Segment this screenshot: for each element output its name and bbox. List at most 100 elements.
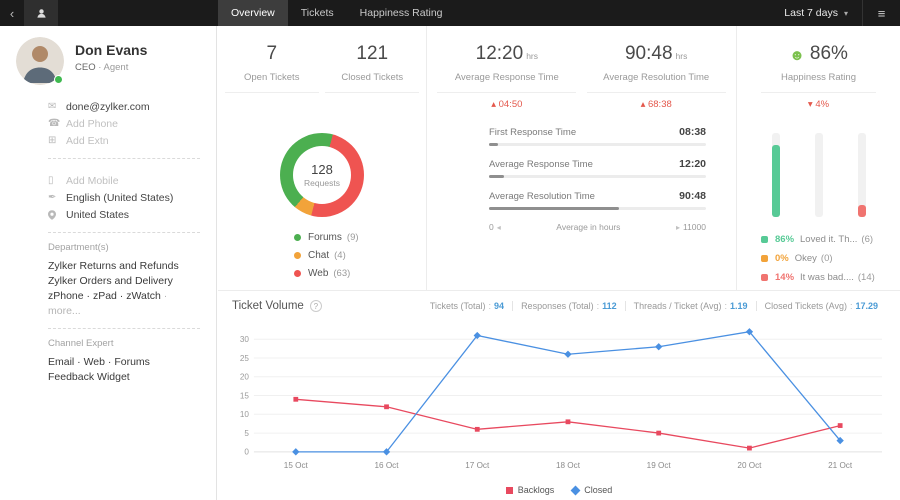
requests-label: Requests [304,178,340,188]
progress-track [489,207,706,210]
legend-item-bad: 14% It was bad.... (14) [761,272,900,283]
svg-text:5: 5 [244,429,249,438]
happiness-stat: ☻ 86% Happiness Rating ▾ 4% [761,43,876,120]
tab-happiness-rating[interactable]: Happiness Rating [359,7,443,19]
avg-resolution-delta: ▴ 68:38 [640,99,672,110]
progress-fill [489,143,498,146]
avg-response-delta: ▴ 04:50 [491,99,523,110]
agent-name: Don Evans [75,42,148,58]
threads-per-ticket-stat[interactable]: Threads / Ticket (Avg):1.19 [624,301,756,311]
department-item: Zylker Returns and Refunds [48,260,179,272]
ticket-volume-section: Ticket Volume ? Tickets (Total):94 Respo… [218,290,900,500]
more-link[interactable]: · more... [48,290,168,317]
tab-tickets[interactable]: Tickets [300,7,334,19]
ticket-volume-title: Ticket Volume [232,300,304,312]
avg-resolution-stat: 90:48 hrs Average Resolution Time ▴ 68:38 [586,43,726,120]
envelope-icon: ✉ [48,101,57,112]
legend-item-web: Web (63) [294,268,426,279]
tickets-total-stat[interactable]: Tickets (Total):94 [429,301,505,311]
hrs-unit: hrs [526,51,538,61]
language-icon: ✒ [48,192,57,203]
ticket-volume-chart: 0 5 10 15 20 25 30 15 Oct 16 Oct 17 Oct 18 Oct 19 O… [240,328,883,470]
agent-role: CEO · Agent [75,62,129,73]
avatar-photo [16,37,64,85]
scale-left-arrow-icon: ◂ [496,222,501,232]
first-response-metric: First Response Time 08:38 [489,126,706,146]
happy-face-icon: ☻ [789,47,805,64]
agent-profile-sidebar: Don Evans CEO · Agent ✉ done@zylker.com … [0,26,217,500]
topbar: ‹ Overview Tickets Happiness Rating Last… [0,0,900,26]
topbar-tabs: Overview Tickets Happiness Rating [218,0,456,26]
open-tickets-label: Open Tickets [244,72,300,83]
departments-section: Department(s) Zylker Returns and Refunds… [0,233,216,319]
progress-track [489,143,706,146]
svg-text:21 Oct: 21 Oct [828,461,853,470]
overview-content: 7 Open Tickets 121 Closed Tickets [218,26,900,500]
closed-swatch-icon [570,485,581,495]
avg-resolution-value: 90:48 [624,43,673,64]
mobile-icon: ▯ [48,175,54,186]
up-arrow-icon: ▴ [640,99,646,110]
add-phone-label: Add Phone [66,117,118,130]
volume-chart-legend: Backlogs Closed [218,485,900,495]
avg-response-stat: 12:20 hrs Average Response Time ▴ 04:50 [437,43,577,120]
happiness-legend: 86% Loved it. Th... (6) 0% Okey (0) 14% … [761,234,900,283]
add-phone-row[interactable]: ☎ Add Phone [48,115,200,132]
svg-text:18 Oct: 18 Oct [556,461,581,470]
extension-icon: ⊞ [48,135,57,146]
open-tickets-value: 7 [266,43,278,64]
svg-text:17 Oct: 17 Oct [465,461,490,470]
hamburger-icon: ≡ [877,5,886,21]
channel-expert-section: Channel Expert Email · Web · Forums Feed… [0,329,216,385]
divider [761,92,876,93]
country-row[interactable]: United States [48,206,200,223]
agent-icon [36,8,46,18]
requests-donut-center: 128 Requests [293,146,351,204]
tab-overview[interactable]: Overview [218,0,288,26]
channel-list: Email · Web · Forums [48,356,150,368]
email-row[interactable]: ✉ done@zylker.com [48,98,200,115]
language-value: English (United States) [66,191,174,204]
chat-dot-icon [294,252,301,259]
requests-total: 128 [311,162,333,177]
closed-tickets-value: 121 [356,43,389,64]
divider [325,92,420,93]
bad-swatch-icon [761,274,768,281]
channel-expert-label: Channel Expert [48,338,114,349]
okey-bar [814,133,823,217]
response-times-column: 12:20 hrs Average Response Time ▴ 04:50 9… [427,26,737,290]
closed-tickets-avg-stat[interactable]: Closed Tickets (Avg):17.29 [755,301,886,311]
avg-response-metric: Average Response Time 12:20 [489,158,706,178]
menu-button[interactable]: ≡ [862,0,900,26]
divider [586,92,726,93]
phone-icon: ☎ [48,118,61,129]
add-extn-label: Add Extn [66,134,109,147]
topbar-right: Last 7 days ▾ ≡ [770,0,900,26]
legend-item-backlogs[interactable]: Backlogs [505,485,554,495]
language-row[interactable]: ✒ English (United States) [48,189,200,206]
happiness-label: Happiness Rating [781,72,856,83]
back-button[interactable]: ‹ [0,0,24,26]
locale-info: ▯ Add Mobile ✒ English (United States) U… [0,159,216,223]
help-icon[interactable]: ? [309,300,322,312]
svg-text:10: 10 [240,410,250,419]
add-extn-row[interactable]: ⊞ Add Extn [48,132,200,149]
happiness-delta: ▾ 4% [807,99,830,110]
volume-summary: Tickets (Total):94 Responses (Total):112… [422,301,886,311]
okey-swatch-icon [761,255,768,262]
closed-tickets-stat: 121 Closed Tickets [325,43,420,120]
add-mobile-row[interactable]: ▯ Add Mobile [48,172,200,189]
svg-text:15 Oct: 15 Oct [284,461,309,470]
svg-text:20 Oct: 20 Oct [737,461,762,470]
forums-dot-icon [294,234,301,241]
location-pin-icon [48,209,66,220]
department-products: zPhone · zPad · zWatch · more... [48,290,168,317]
agent-nav-button[interactable] [24,0,58,26]
avg-resolution-metric: Average Resolution Time 90:48 [489,190,706,210]
online-status-dot [54,75,63,84]
svg-text:30: 30 [240,335,250,344]
happiness-bars [737,133,900,217]
responses-total-stat[interactable]: Responses (Total):112 [512,301,625,311]
legend-item-closed[interactable]: Closed [570,485,612,495]
date-range-selector[interactable]: Last 7 days ▾ [770,0,862,26]
